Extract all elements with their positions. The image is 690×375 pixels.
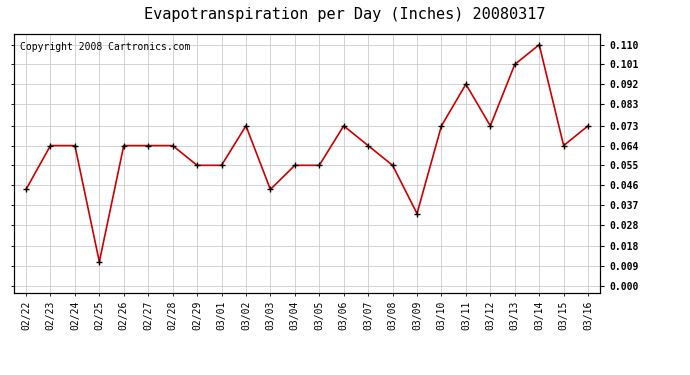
Text: Evapotranspiration per Day (Inches) 20080317: Evapotranspiration per Day (Inches) 2008…: [144, 8, 546, 22]
Text: Copyright 2008 Cartronics.com: Copyright 2008 Cartronics.com: [19, 42, 190, 51]
